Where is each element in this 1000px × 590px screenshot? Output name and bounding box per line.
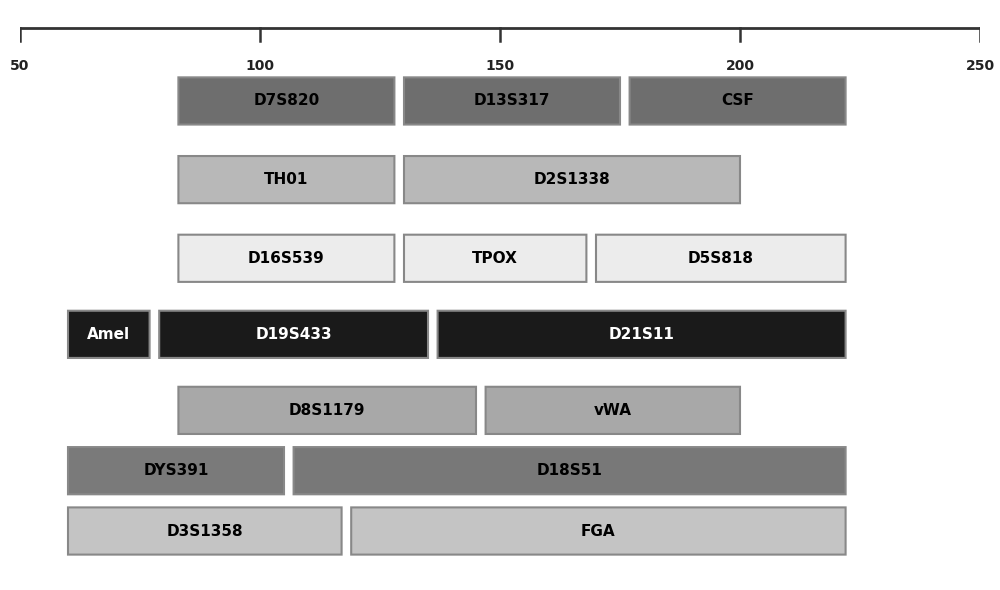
- Text: D7S820: D7S820: [253, 93, 320, 109]
- Text: D21S11: D21S11: [609, 327, 675, 342]
- Text: 100: 100: [246, 59, 274, 73]
- Text: D13S317: D13S317: [474, 93, 550, 109]
- FancyBboxPatch shape: [438, 311, 846, 358]
- FancyBboxPatch shape: [68, 447, 284, 494]
- Text: Amel: Amel: [87, 327, 130, 342]
- Text: D5S818: D5S818: [688, 251, 754, 266]
- Text: D16S539: D16S539: [248, 251, 325, 266]
- FancyBboxPatch shape: [486, 387, 740, 434]
- FancyBboxPatch shape: [404, 235, 586, 282]
- FancyBboxPatch shape: [351, 507, 846, 555]
- Text: DYS391: DYS391: [143, 463, 209, 478]
- FancyBboxPatch shape: [68, 311, 150, 358]
- Text: D8S1179: D8S1179: [289, 403, 365, 418]
- FancyBboxPatch shape: [178, 235, 394, 282]
- Text: CSF: CSF: [721, 93, 754, 109]
- Text: 50: 50: [10, 59, 30, 73]
- Text: 200: 200: [726, 59, 755, 73]
- Text: vWA: vWA: [594, 403, 632, 418]
- FancyBboxPatch shape: [178, 156, 394, 203]
- FancyBboxPatch shape: [596, 235, 846, 282]
- Text: TPOX: TPOX: [472, 251, 518, 266]
- Text: 150: 150: [485, 59, 515, 73]
- FancyBboxPatch shape: [178, 387, 476, 434]
- Text: D2S1338: D2S1338: [534, 172, 610, 187]
- FancyBboxPatch shape: [294, 447, 846, 494]
- FancyBboxPatch shape: [404, 156, 740, 203]
- FancyBboxPatch shape: [68, 507, 342, 555]
- Text: TH01: TH01: [264, 172, 309, 187]
- FancyBboxPatch shape: [178, 77, 394, 124]
- Text: D19S433: D19S433: [255, 327, 332, 342]
- FancyBboxPatch shape: [404, 77, 620, 124]
- FancyBboxPatch shape: [630, 77, 846, 124]
- Text: D18S51: D18S51: [537, 463, 603, 478]
- Text: FGA: FGA: [581, 523, 616, 539]
- FancyBboxPatch shape: [159, 311, 428, 358]
- Text: 250: 250: [965, 59, 995, 73]
- Text: D3S1358: D3S1358: [166, 523, 243, 539]
